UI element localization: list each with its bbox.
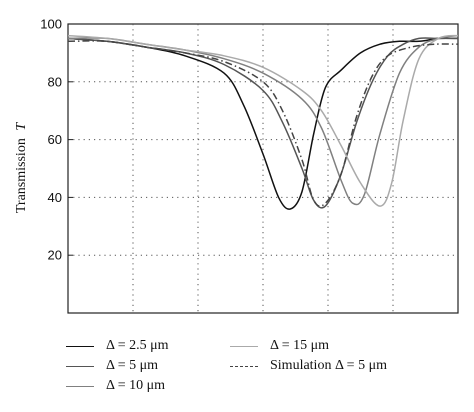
series-lines xyxy=(67,34,459,210)
legend-swatch-simulation xyxy=(230,365,258,367)
y-tick-label: 60 xyxy=(48,132,62,147)
y-axis-ticks: 20 40 60 80 100 xyxy=(40,17,73,263)
y-axis-label-main: Transmission xyxy=(14,138,29,213)
series-line-15um xyxy=(67,34,459,207)
legend-label-5um: Δ = 5 μm xyxy=(106,358,159,373)
legend-item-simulation: Simulation Δ = 5 μm xyxy=(230,356,387,376)
legend-item-15um: Δ = 15 μm xyxy=(230,336,329,356)
y-tick-label: 100 xyxy=(40,17,62,32)
plot-frame xyxy=(67,23,459,314)
y-axis-label-symbol: T xyxy=(14,122,29,131)
legend-item-5um: Δ = 5 μm xyxy=(66,356,158,376)
y-tick-label: 40 xyxy=(48,190,62,205)
legend-swatch-5um xyxy=(66,365,94,367)
legend-item-10um: Δ = 10 μm xyxy=(66,376,165,396)
series-line-5um xyxy=(67,37,458,209)
series-line-2-5um xyxy=(67,37,459,210)
legend-label-simulation: Simulation Δ = 5 μm xyxy=(270,358,387,373)
chart-legend: Δ = 2.5 μm Δ = 5 μm Δ = 10 μm Δ = 15 μm … xyxy=(66,336,466,406)
legend-swatch-10um xyxy=(66,385,94,387)
plot-area xyxy=(67,23,459,314)
y-tick-label: 20 xyxy=(48,248,62,263)
legend-swatch-15um xyxy=(230,345,258,347)
legend-label-10um: Δ = 10 μm xyxy=(106,378,166,393)
y-axis-label: Transmission T xyxy=(14,122,29,213)
legend-swatch-2-5um xyxy=(66,345,94,347)
y-tick-label: 80 xyxy=(48,74,62,89)
legend-label-15um: Δ = 15 μm xyxy=(270,338,330,353)
series-line-simulation xyxy=(67,40,459,207)
legend-label-2-5um: Δ = 2.5 μm xyxy=(106,338,169,353)
legend-item-2-5um: Δ = 2.5 μm xyxy=(66,336,169,356)
